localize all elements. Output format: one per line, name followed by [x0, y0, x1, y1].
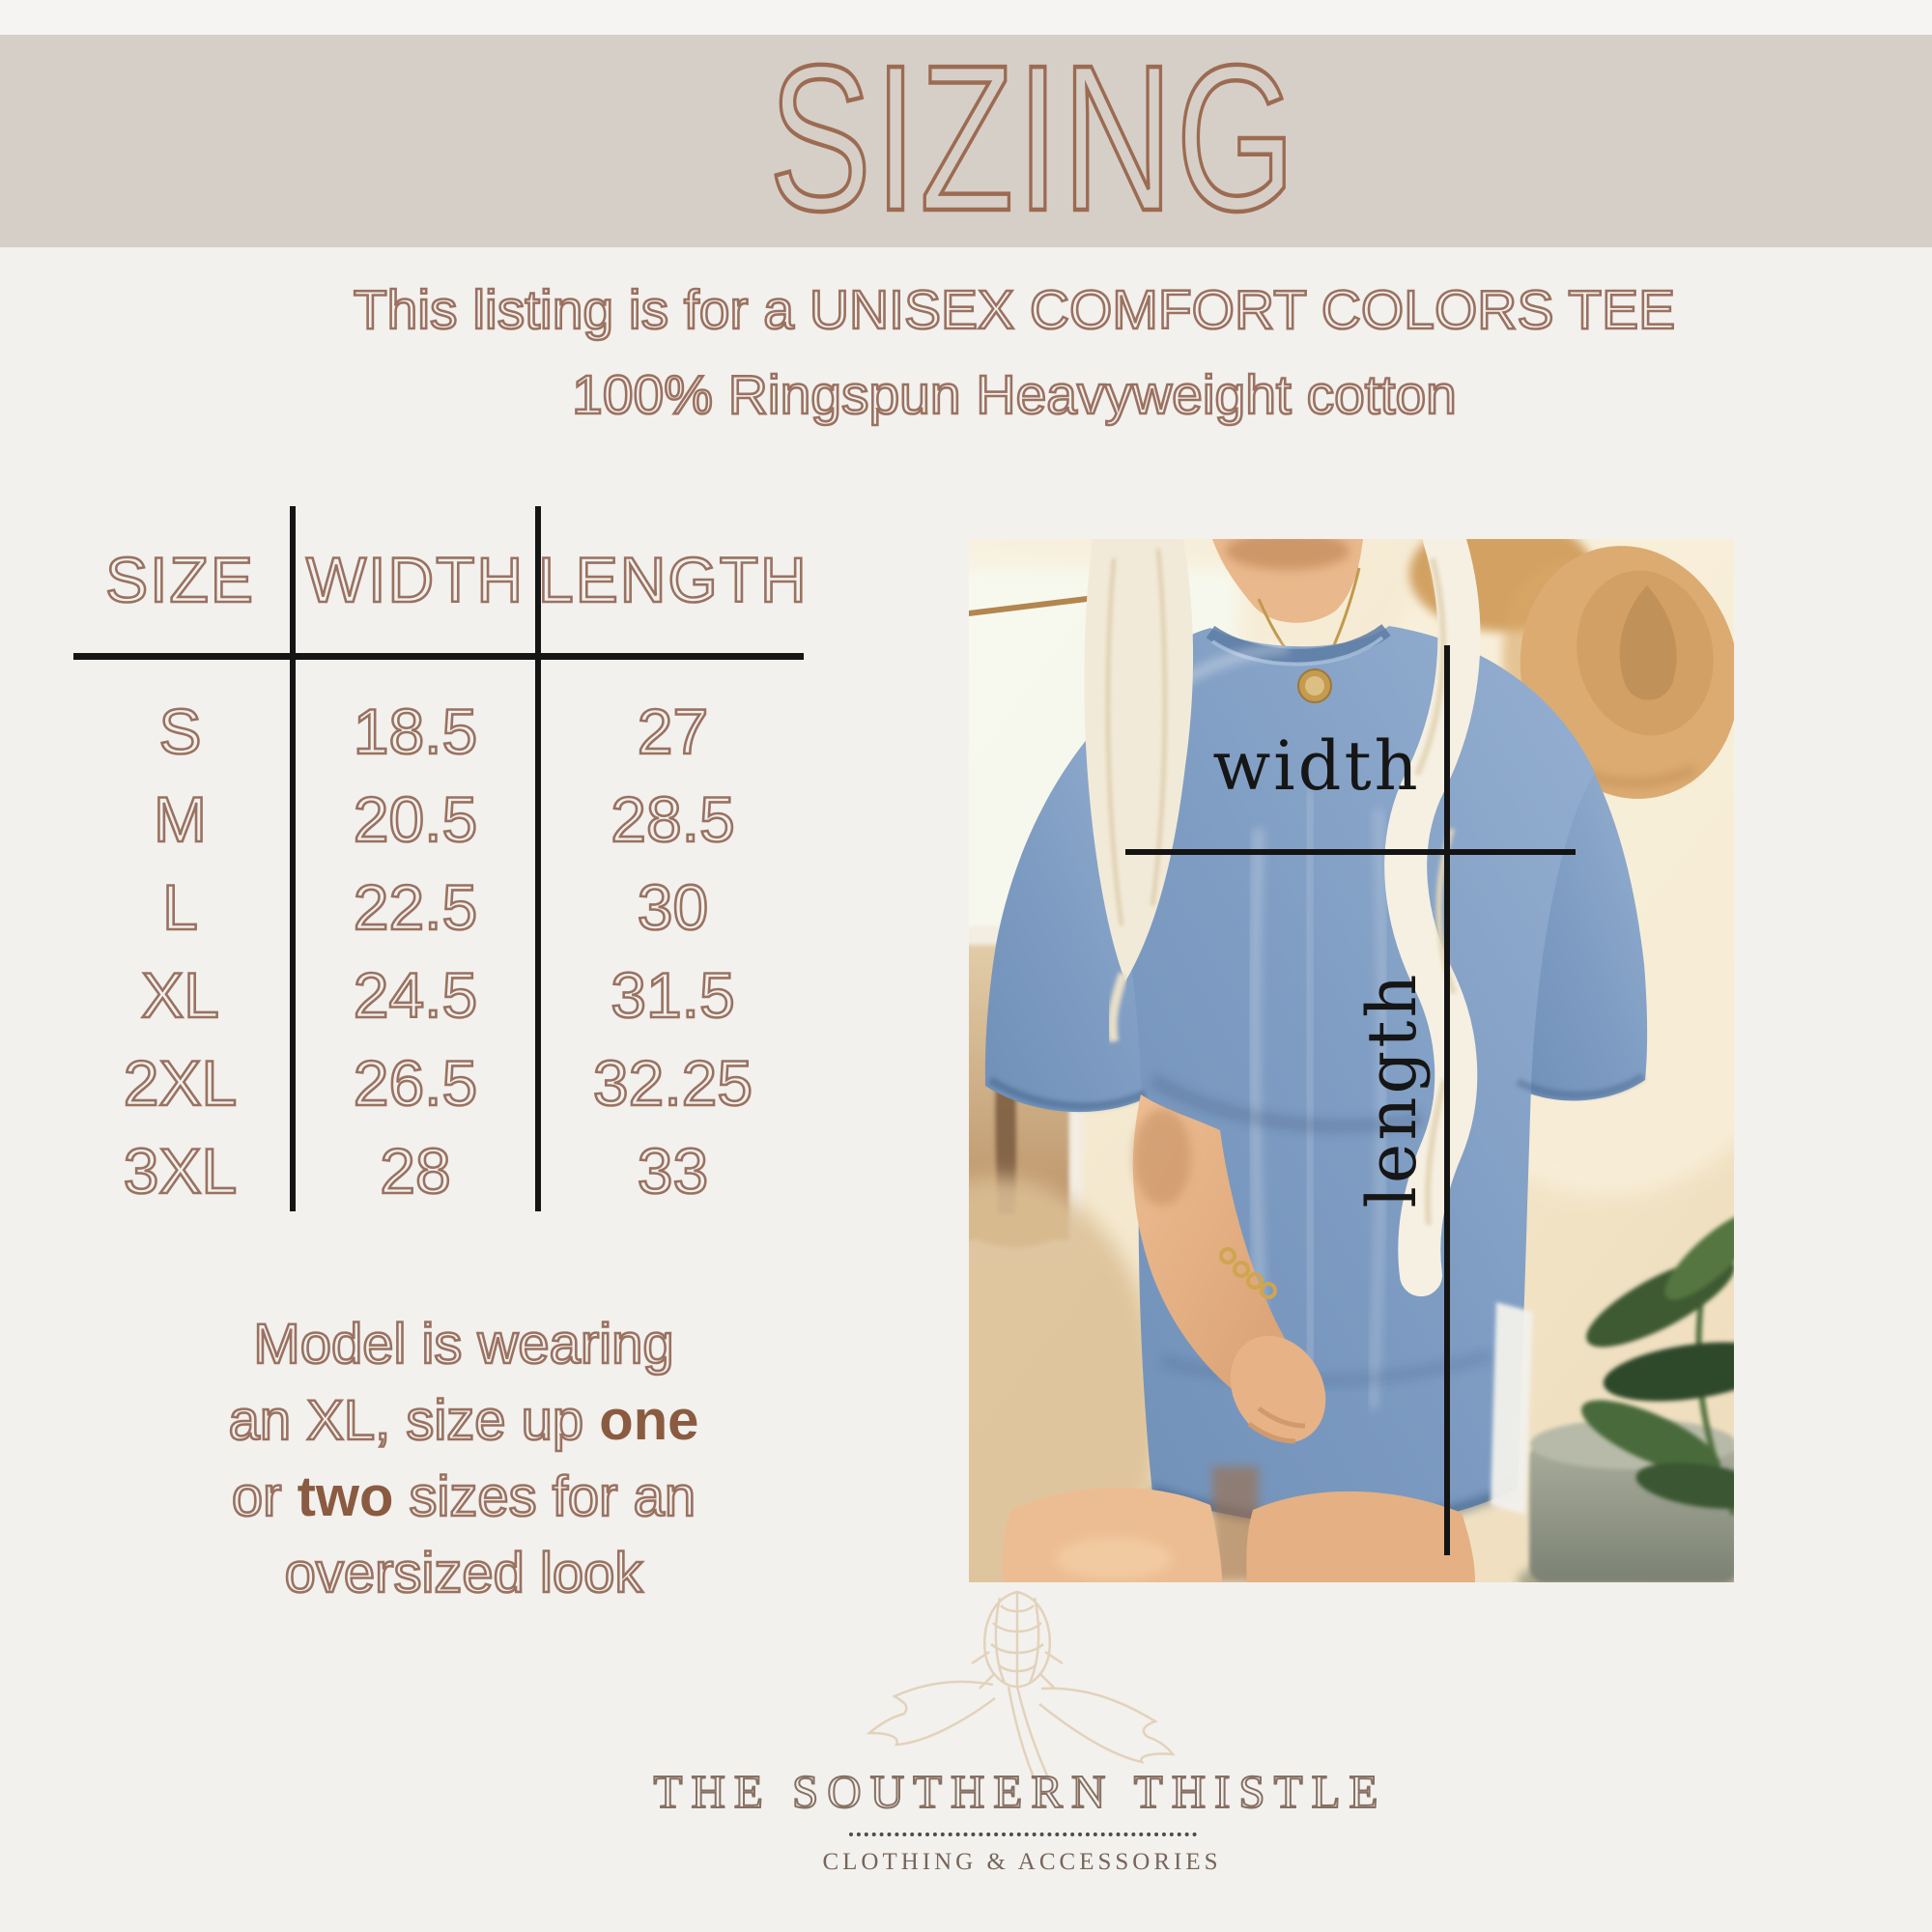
table-cell: 32.25 — [592, 1046, 754, 1121]
table-row: XL 24.5 31.5 — [68, 952, 808, 1039]
table-cell: S — [157, 695, 203, 769]
subtitle-line-2: 100% Ringspun Heavyweight cotton — [571, 363, 1458, 428]
table-cell: 27 — [636, 695, 709, 769]
column-header-width: WIDTH — [305, 543, 526, 617]
fedora-hat — [1520, 546, 1734, 799]
model-left-arm — [1132, 1094, 1326, 1444]
table-cell: 2XL — [122, 1046, 238, 1121]
table-row: M 20.5 28.5 — [68, 776, 808, 864]
model-note-line: an XL, size up one — [227, 1388, 699, 1454]
column-header-length: LENGTH — [537, 543, 809, 617]
table-cell: M — [153, 782, 209, 857]
table-cell: 26.5 — [352, 1046, 478, 1121]
table-cell: 31.5 — [610, 958, 736, 1033]
model-legs — [1002, 1466, 1475, 1582]
table-cell: 28.5 — [610, 782, 736, 857]
gold-bracelet — [1219, 1247, 1277, 1299]
width-measure-line — [1125, 849, 1576, 855]
title-band — [0, 35, 1932, 247]
table-row: 3XL 28 33 — [68, 1127, 808, 1215]
model-note: Model is wearing an XL, size up one or t… — [106, 1306, 821, 1611]
top-margin-strip — [0, 0, 1932, 35]
model-neck — [1212, 539, 1363, 623]
table-cell: XL — [140, 958, 220, 1033]
table-cell: 3XL — [122, 1134, 238, 1208]
table-cell: 22.5 — [352, 870, 478, 945]
length-label: length — [1352, 971, 1432, 1208]
table-header-row: SIZE WIDTH LENGTH — [68, 520, 808, 640]
brand-divider — [849, 1833, 1197, 1836]
table-row: L 22.5 30 — [68, 864, 808, 952]
hair-left — [1084, 539, 1194, 1042]
tan-textile — [969, 1177, 1162, 1582]
column-header-size: SIZE — [104, 543, 255, 617]
table-cell: 24.5 — [352, 958, 478, 1033]
table-column-divider-1 — [290, 506, 296, 1211]
model-note-line: Model is wearing — [252, 1312, 675, 1378]
table-header-rule — [73, 653, 804, 660]
page-title: SIZING — [767, 21, 1299, 254]
necklace-pendant — [1297, 668, 1332, 703]
table-cell: 30 — [636, 870, 709, 945]
table-row: S 18.5 27 — [68, 688, 808, 776]
table-cell: 28 — [379, 1134, 452, 1208]
table-cell: 33 — [636, 1134, 709, 1208]
table-cell: 18.5 — [352, 695, 478, 769]
brand-name: THE SOUTHERN THISTLE — [653, 1764, 1387, 1819]
brand-tagline: CLOTHING & ACCESSORIES — [822, 1849, 1222, 1875]
plant-leaves — [1581, 1211, 1734, 1517]
table-cell: L — [161, 870, 199, 945]
table-cell: 20.5 — [352, 782, 478, 857]
table-row: 2XL 26.5 32.25 — [68, 1039, 808, 1127]
model-note-line: or two sizes for an — [231, 1464, 697, 1530]
model-note-line: oversized look — [283, 1541, 643, 1606]
white-garment-sliver — [1491, 1302, 1533, 1515]
length-measure-line — [1444, 645, 1450, 1555]
model-photo — [969, 539, 1734, 1582]
table-column-divider-2 — [535, 506, 541, 1211]
width-label: width — [1212, 726, 1421, 806]
subtitle-line-1: This listing is for a UNISEX COMFORT COL… — [353, 278, 1677, 343]
size-table: SIZE WIDTH LENGTH S 18.5 27 M 20.5 28.5 … — [68, 502, 808, 1217]
thistle-illustration — [866, 1590, 1176, 1778]
